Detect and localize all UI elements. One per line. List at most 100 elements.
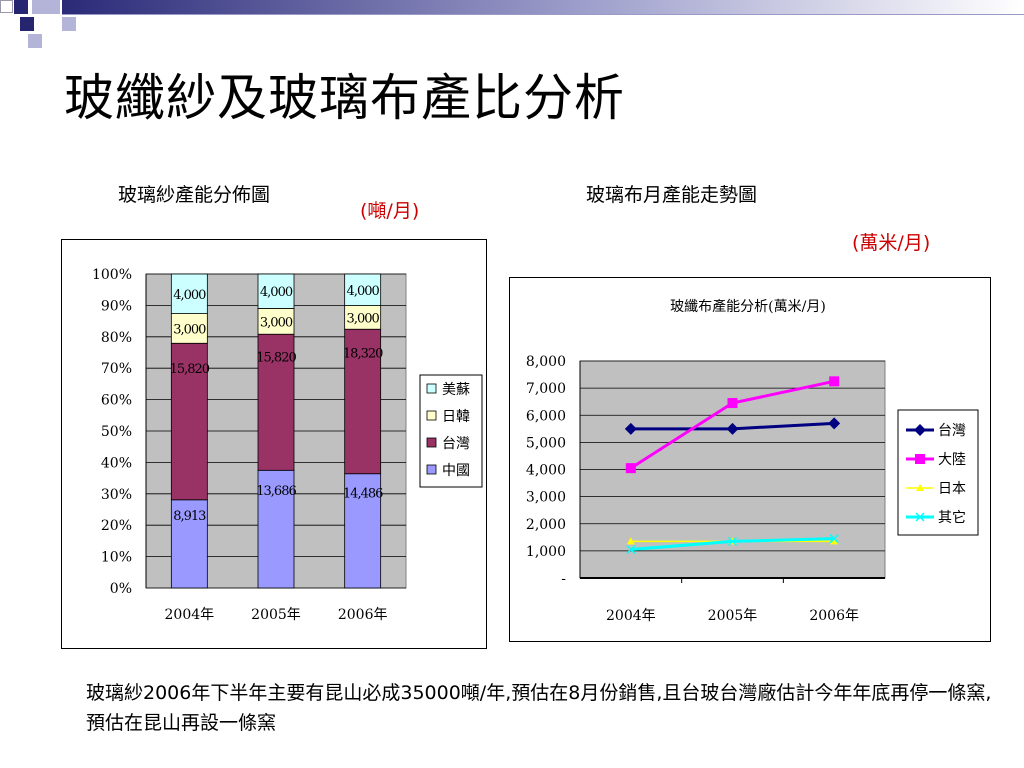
bar-segment (170, 273, 208, 314)
bar-data-label: 15,820 (170, 362, 210, 377)
header-gradient-bar (62, 0, 1024, 14)
bar-x-tick-label: 2005年 (251, 607, 301, 623)
bar-x-tick-label: 2004年 (165, 607, 215, 623)
line-legend-marker (914, 424, 926, 436)
line-point (829, 376, 840, 387)
bar-x-ticks: 2004年 2005年 2006年 (165, 607, 388, 623)
bar-segment (344, 273, 382, 306)
bar-y-tick-label: 80% (101, 330, 132, 346)
line-point (727, 398, 738, 409)
line-y-tick-label: 7,000 (526, 381, 566, 397)
line-legend-label: 大陸 (938, 452, 966, 468)
line-y-tick-label: 1,000 (526, 544, 566, 560)
bar-y-ticks: 0% 10% 20% 30% 40% 50% 60% 70% 80% 90% 100% (92, 267, 132, 597)
bar-segment (257, 273, 295, 309)
line-x-tick-label: 2004年 (606, 608, 656, 624)
left-chart-caption: 玻璃紗產能分佈圖 (118, 184, 271, 206)
corner-square-navy-2 (20, 17, 34, 31)
bar-y-tick-label: 100% (92, 267, 132, 283)
bar-legend-label: 中國 (442, 463, 470, 479)
line-point (829, 534, 839, 544)
line-legend-marker (915, 512, 925, 522)
line-point (626, 537, 635, 545)
bar-data-label: 18,320 (343, 346, 383, 361)
bar-legend-swatch (426, 383, 437, 394)
left-chart-unit: (噸/月) (360, 200, 420, 222)
bar-y-tick-label: 10% (101, 550, 132, 566)
bar-segment (257, 308, 295, 335)
bar-data-label: 14,486 (343, 487, 383, 502)
line-chart: 玻纖布產能分析(萬米/月) - 1,000 2,000 3,000 4,000 5,000… (526, 298, 979, 624)
corner-square-lilac-2 (62, 17, 76, 31)
bar-y-tick-label: 0% (110, 581, 132, 597)
line-point (726, 422, 739, 435)
bar-data-label: 13,686 (256, 484, 296, 499)
line-point (625, 463, 636, 474)
bar-segment (344, 328, 382, 475)
bar-legend-label: 美蘇 (442, 382, 470, 398)
bar-legend-label: 日韓 (442, 409, 470, 425)
line-y-tick-label: 5,000 (526, 435, 566, 451)
bar-x-tick-label: 2006年 (338, 607, 388, 623)
bar-y-tick-label: 20% (101, 518, 132, 534)
header-divider-line (62, 14, 1024, 15)
corner-square-lilac (32, 0, 60, 14)
right-chart-unit: (萬米/月) (852, 232, 931, 254)
line-chart-title: 玻纖布產能分析(萬米/月) (670, 298, 826, 315)
line-x-ticks: 2004年 2005年 2006年 (606, 578, 859, 624)
line-legend-label: 其它 (938, 509, 966, 526)
bar-y-tick-label: 50% (101, 424, 132, 440)
bar-segments (170, 273, 382, 589)
line-gridlines (579, 360, 885, 579)
line-chart-frame: 玻纖布產能分析(萬米/月) - 1,000 2,000 3,000 4,000 5,000… (509, 277, 991, 642)
stacked-bar-chart-frame: 8,913 15,820 3,000 4,000 13,686 15,820 3,000 4,… (61, 239, 487, 649)
footnote-text: 玻璃紗2006年下半年主要有昆山必成35000噸/年,預估在8月份銷售,且台玻台… (86, 682, 992, 734)
bar-data-label: 3,000 (173, 322, 206, 337)
line-point (830, 537, 839, 545)
line-point (624, 422, 637, 435)
line-y-tick-label: 3,000 (526, 490, 566, 506)
line-series-group (624, 376, 841, 555)
bar-data-label: 3,000 (347, 311, 380, 326)
line-y-tick-label: 6,000 (526, 408, 566, 424)
line-x-tick-label: 2005年 (708, 608, 758, 624)
bar-segment (257, 333, 295, 471)
bar-y-tick-label: 90% (101, 298, 132, 314)
bar-data-label: 4,000 (260, 285, 293, 300)
bar-y-tick-label: 30% (101, 487, 132, 503)
line-y-tick-label: 2,000 (526, 517, 566, 533)
line-legend-label: 日本 (938, 481, 966, 497)
line-point (828, 417, 841, 430)
corner-square-navy (14, 0, 28, 14)
bar-legend-swatch (426, 410, 437, 421)
bar-segment (257, 469, 295, 589)
line-legend-marker (915, 454, 925, 464)
line-y-ticks: - 1,000 2,000 3,000 4,000 5,000 6,000 7,000 8,00… (526, 354, 566, 587)
line-y-tick-label: - (561, 571, 566, 587)
line-legend-label: 台灣 (938, 423, 966, 439)
line-y-tick-label: 4,000 (526, 463, 566, 479)
right-chart-caption: 玻璃布月產能走勢圖 (586, 184, 758, 206)
bar-legend-swatch (426, 437, 437, 448)
corner-square-lilac-3 (28, 34, 42, 48)
bar-data-label: 15,820 (256, 350, 296, 365)
corner-square-white (0, 0, 13, 13)
bar-data-label: 3,000 (260, 315, 293, 330)
bar-data-label: 4,000 (173, 288, 206, 303)
page-title: 玻纖紗及玻璃布產比分析 (64, 69, 625, 127)
line-y-tick-label: 8,000 (526, 354, 566, 370)
bar-y-tick-label: 60% (101, 393, 132, 409)
line-point (727, 536, 738, 546)
line-legend-marker (916, 484, 924, 491)
line-x-tick-label: 2006年 (809, 608, 859, 624)
bar-segment (344, 473, 382, 589)
stacked-bar-chart: 8,913 15,820 3,000 4,000 13,686 15,820 3,000 4,… (92, 267, 483, 623)
bar-data-label: 4,000 (347, 284, 380, 299)
bar-legend-swatch (426, 464, 437, 475)
bar-data-labels: 8,913 15,820 3,000 4,000 13,686 15,820 3,000 4,… (170, 284, 385, 524)
bar-legend-label: 台灣 (442, 436, 470, 452)
line-point (626, 544, 636, 555)
bar-y-tick-label: 70% (101, 361, 132, 377)
